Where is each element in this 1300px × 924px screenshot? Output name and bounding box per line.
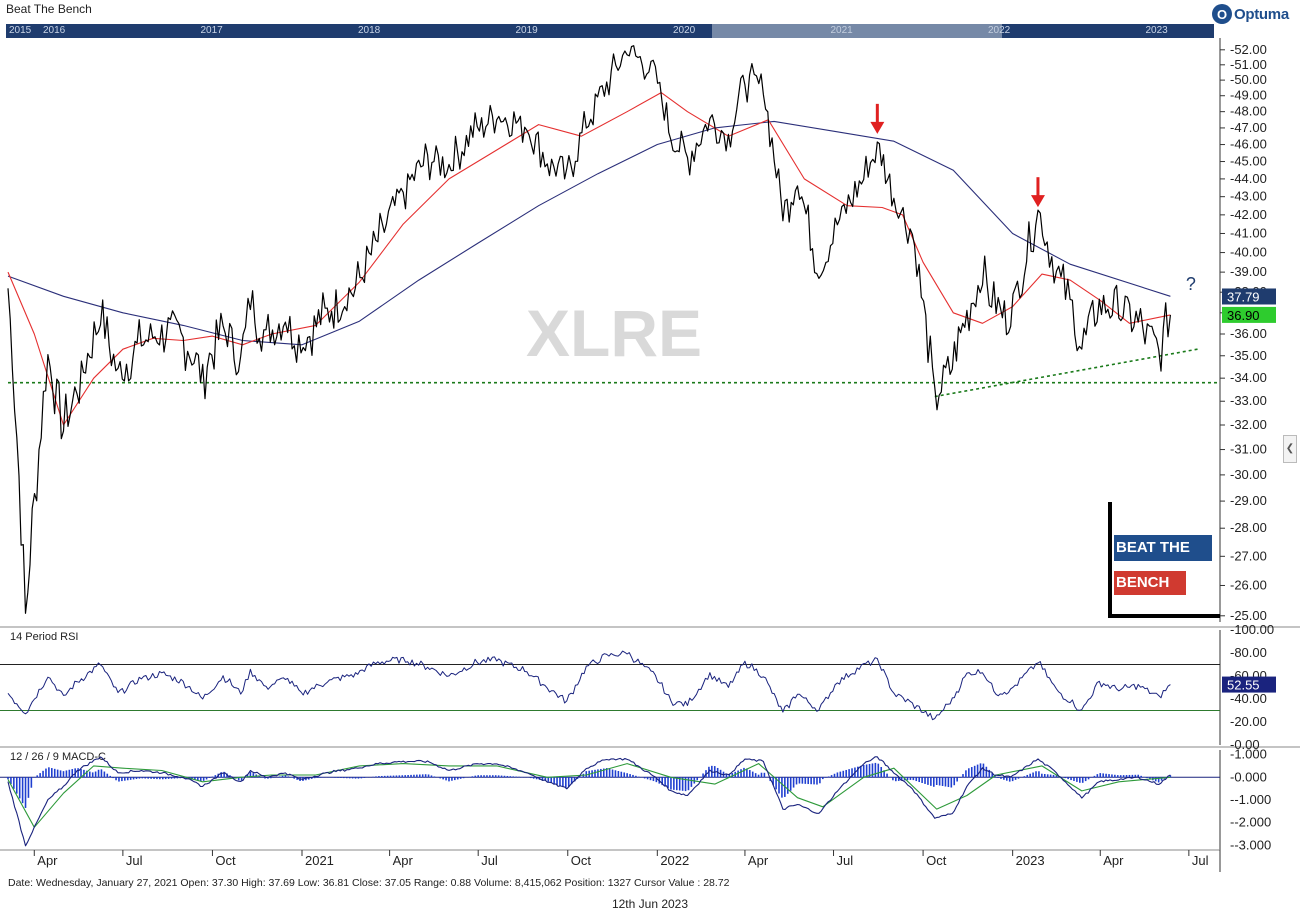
down-arrow-icon — [1030, 195, 1045, 208]
y-tick-label: -48.00 — [1230, 104, 1267, 119]
sma200-line — [7, 120, 1171, 346]
navigator-year: 2018 — [358, 25, 381, 36]
navigator-year: 2017 — [200, 25, 223, 36]
x-tick-label: Apr — [393, 853, 414, 868]
y-tick-label: -25.00 — [1230, 608, 1267, 623]
navigator-year: 2020 — [673, 25, 696, 36]
y-tick-label: -42.00 — [1230, 207, 1267, 222]
rsi-y-tick-label: -60.00 — [1230, 668, 1267, 683]
rising-trendline — [934, 348, 1198, 398]
y-tick-label: -30.00 — [1230, 467, 1267, 482]
cursor-status-line: Date: Wednesday, January 27, 2021 Open: … — [8, 877, 730, 889]
rsi-y-tick-label: -20.00 — [1230, 714, 1267, 729]
macd-line — [7, 756, 1171, 847]
y-tick-label: -52.00 — [1230, 42, 1267, 57]
navigator-selection-window[interactable] — [712, 24, 1002, 38]
x-tick-label: Apr — [748, 853, 769, 868]
sma50-line — [7, 92, 1171, 426]
optuma-logo: O Optuma — [1212, 2, 1296, 26]
x-tick-label: Apr — [1103, 853, 1124, 868]
x-tick-label: 2021 — [305, 853, 334, 868]
macd-signal-line — [7, 763, 1171, 828]
rsi-y-tick-label: -40.00 — [1230, 691, 1267, 706]
rsi-line — [7, 650, 1171, 721]
navigator-year: 2023 — [1145, 25, 1168, 36]
x-tick-label: Jul — [1192, 853, 1209, 868]
y-tick-label: -28.00 — [1230, 520, 1267, 535]
macd-y-tick-label: --3.000 — [1230, 837, 1271, 852]
y-tick-label: -39.00 — [1230, 264, 1267, 279]
y-tick-label: -36.00 — [1230, 326, 1267, 341]
x-tick-label: Jul — [126, 853, 143, 868]
price-series-line — [7, 45, 1171, 614]
y-tick-label: -44.00 — [1230, 171, 1267, 186]
sma200-value-badge: 37.79 — [1227, 289, 1260, 304]
y-tick-label: -51.00 — [1230, 57, 1267, 72]
x-tick-label: Oct — [215, 853, 236, 868]
x-tick-label: Apr — [37, 853, 58, 868]
macd-y-tick-label: -0.000 — [1230, 769, 1267, 784]
down-arrow-icon — [870, 121, 885, 134]
y-tick-label: -26.00 — [1230, 577, 1267, 592]
y-tick-label: -46.00 — [1230, 137, 1267, 152]
y-tick-label: -38.00 — [1230, 284, 1267, 299]
navigator-year: 2016 — [43, 25, 66, 36]
macd-y-tick-label: -1.000 — [1230, 747, 1267, 762]
x-tick-label: Oct — [571, 853, 592, 868]
y-tick-label: -29.00 — [1230, 493, 1267, 508]
logo-bracket-horizontal — [1108, 614, 1220, 618]
y-tick-label: -27.00 — [1230, 548, 1267, 563]
y-tick-label: -37.00 — [1230, 305, 1267, 320]
price-value-badge: 36.90 — [1227, 308, 1260, 323]
y-tick-label: -45.00 — [1230, 154, 1267, 169]
x-tick-label: 2022 — [660, 853, 689, 868]
x-tick-label: 2023 — [1016, 853, 1045, 868]
optuma-logo-text: Optuma — [1234, 5, 1289, 23]
app-title: Beat The Bench — [6, 2, 92, 16]
y-tick-label: -43.00 — [1230, 189, 1267, 204]
logo-text-line1: BEAT THE — [1114, 535, 1212, 561]
rsi-y-tick-label: -100.00 — [1230, 622, 1274, 637]
rsi-y-tick-label: -0.00 — [1230, 737, 1260, 752]
chevron-left-icon: ❮ — [1285, 443, 1295, 454]
y-tick-label: -31.00 — [1230, 442, 1267, 457]
y-tick-label: -33.00 — [1230, 393, 1267, 408]
y-tick-label: -34.00 — [1230, 370, 1267, 385]
y-tick-label: -41.00 — [1230, 225, 1267, 240]
date-navigator[interactable]: 201520162017201820192020202120222023 — [6, 24, 1214, 38]
logo-text-line2: BENCH — [1114, 571, 1186, 595]
macd-y-tick-label: --2.000 — [1230, 815, 1271, 830]
rsi-pane-title: 14 Period RSI — [10, 631, 78, 643]
navigator-year: 2015 — [9, 25, 32, 36]
macd-pane-title: 12 / 26 / 9 MACD-C — [10, 751, 106, 763]
x-tick-label: Oct — [926, 853, 947, 868]
x-tick-label: Jul — [481, 853, 498, 868]
beat-the-bench-logo: BEAT THE BENCH — [1108, 502, 1220, 620]
rsi-value-badge-bg — [1222, 676, 1276, 693]
y-tick-label: -40.00 — [1230, 245, 1267, 260]
x-tick-label: Jul — [837, 853, 854, 868]
rsi-y-tick-label: -80.00 — [1230, 645, 1267, 660]
rsi-value-badge: 52.55 — [1227, 678, 1260, 693]
logo-bracket-vertical — [1108, 502, 1112, 618]
sma200-value-badge-bg — [1222, 288, 1276, 305]
y-tick-label: -50.00 — [1230, 72, 1267, 87]
y-tick-label: -47.00 — [1230, 120, 1267, 135]
y-tick-label: -32.00 — [1230, 417, 1267, 432]
navigator-year: 2019 — [515, 25, 538, 36]
y-tick-label: -49.00 — [1230, 88, 1267, 103]
footer-date: 12th Jun 2023 — [611, 897, 689, 911]
y-tick-label: -35.00 — [1230, 348, 1267, 363]
price-value-badge-bg — [1222, 306, 1276, 323]
optuma-logo-icon: O — [1212, 4, 1232, 24]
macd-y-tick-label: --1.000 — [1230, 792, 1271, 807]
question-mark-annotation: ? — [1186, 274, 1196, 294]
ticker-watermark: XLRE — [526, 296, 702, 370]
side-panel-toggle[interactable]: ❮ — [1283, 435, 1297, 463]
